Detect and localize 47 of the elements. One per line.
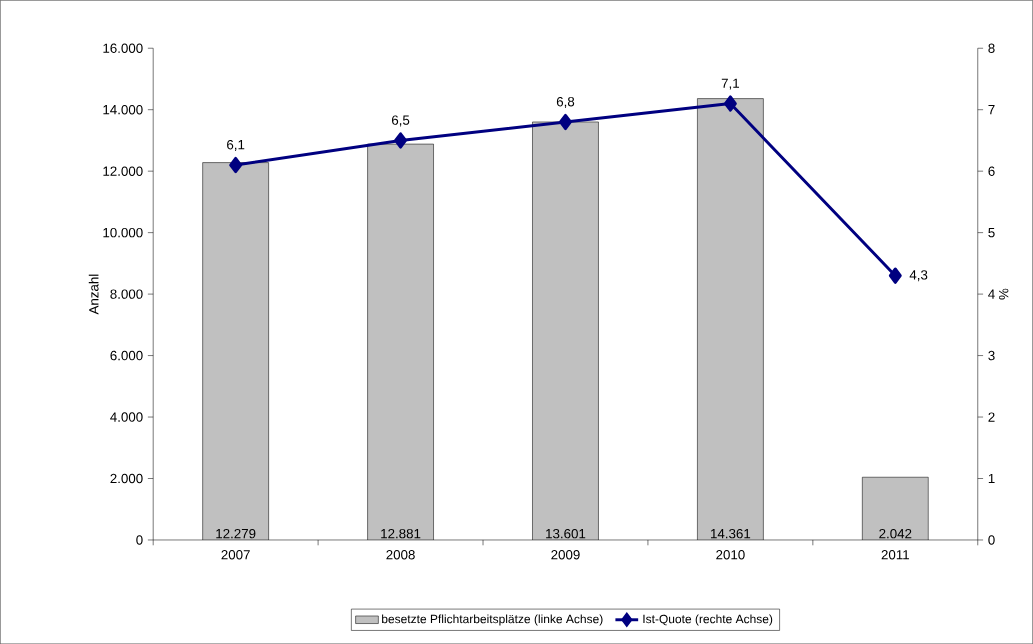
bar [862, 476, 929, 540]
y2-tick-label: 5 [988, 227, 995, 238]
data-label: 4,3 [909, 270, 928, 282]
legend-label: besetzte Pflichtarbeitsplätze (linke Achse) [382, 614, 603, 626]
point [394, 132, 408, 149]
point [723, 95, 737, 112]
x-tick-label: 2008 [386, 549, 415, 560]
y-axis-title: Anzahl [88, 274, 99, 315]
y-tick-label: 12.000 [103, 166, 143, 176]
x-tick-label: 2010 [716, 549, 745, 560]
point [229, 156, 243, 174]
y2-tick-label: 2 [988, 412, 995, 422]
data-label: 7,1 [721, 78, 740, 90]
y-tick-label: 2.000 [110, 473, 143, 484]
y-tick-label: 0 [136, 535, 143, 545]
legend-label: Ist-Quote (rechte Achse) [643, 614, 773, 626]
x-tick-label: 2007 [221, 549, 250, 560]
bar [532, 121, 599, 540]
y2-axis-title: % [999, 288, 1009, 300]
y-tick-label: 10.000 [103, 227, 143, 238]
y2-tick-label: 0 [988, 535, 995, 545]
y-tick-label: 8.000 [110, 289, 143, 299]
data-label: 13.601 [546, 528, 586, 539]
data-label: 6,1 [227, 139, 245, 151]
y-tick-label: 14.000 [103, 104, 143, 115]
y2-tick-label: 3 [988, 350, 995, 361]
y2-tick-label: 4 [988, 289, 995, 299]
y2-tick-label: 7 [988, 105, 995, 115]
y2-tick-label: 8 [988, 43, 995, 53]
data-label: 6,5 [391, 115, 410, 127]
data-label: 14.361 [711, 528, 751, 539]
bar [697, 98, 764, 540]
x-tick-label: 2009 [551, 549, 580, 560]
data-label: 6,8 [556, 96, 575, 108]
bar [202, 162, 269, 540]
data-label: 2.042 [879, 528, 912, 539]
point [559, 113, 572, 131]
y-tick-label: 16.000 [103, 43, 143, 53]
y-tick-label: 4.000 [110, 412, 143, 422]
bar [367, 144, 434, 540]
y2-tick-label: 1 [988, 473, 995, 483]
data-label: 12.881 [381, 528, 421, 539]
point [888, 267, 902, 284]
y2-tick-label: 6 [988, 166, 995, 176]
y-tick-label: 6.000 [110, 350, 143, 361]
x-tick-label: 2011 [881, 549, 909, 560]
data-label: 12.279 [216, 528, 256, 539]
